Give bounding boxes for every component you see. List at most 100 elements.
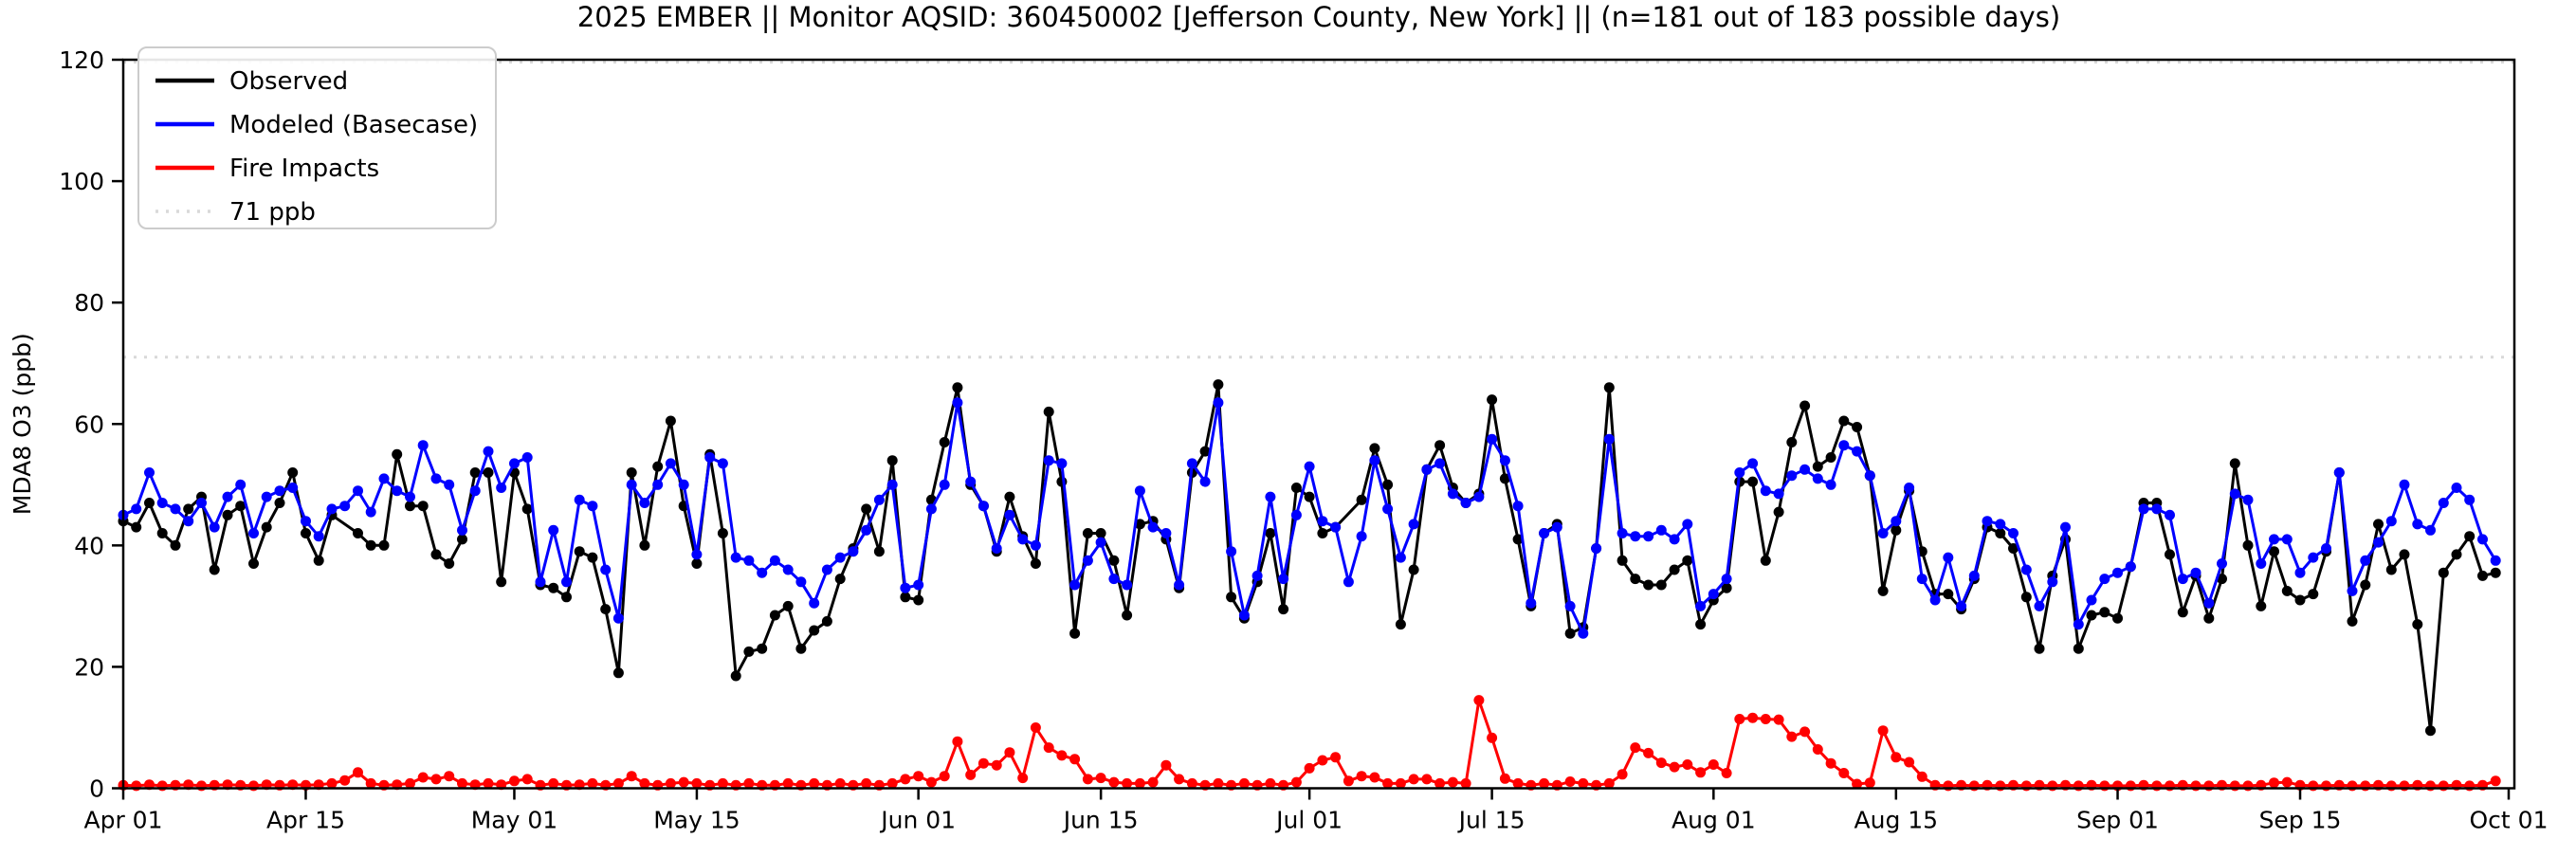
data-point	[301, 516, 311, 527]
data-point	[1487, 394, 1498, 406]
x-tick-label: Jul 15	[1457, 807, 1526, 834]
data-point	[2308, 552, 2319, 563]
data-point	[1082, 774, 1093, 785]
data-point	[509, 458, 520, 469]
data-point	[873, 494, 885, 505]
data-point	[757, 643, 768, 654]
data-point	[209, 564, 220, 575]
data-point	[1369, 455, 1380, 466]
data-point	[2165, 509, 2175, 520]
data-point	[1004, 491, 1015, 502]
x-tick-label: Aug 15	[1854, 807, 1939, 834]
data-point	[1968, 570, 1980, 581]
data-point	[743, 777, 755, 789]
data-point	[1421, 774, 1433, 785]
data-point	[2138, 503, 2149, 515]
data-point	[1655, 757, 1667, 769]
data-point	[1278, 604, 1289, 615]
data-point	[809, 597, 820, 609]
data-point	[2281, 534, 2293, 545]
data-point	[1251, 570, 1263, 581]
data-point	[1487, 433, 1498, 445]
data-point	[1630, 531, 1641, 542]
data-point	[2294, 594, 2306, 606]
data-point	[1877, 725, 1889, 737]
data-point	[861, 777, 872, 789]
data-point	[209, 521, 220, 533]
data-point	[952, 382, 963, 393]
data-point	[600, 604, 612, 615]
x-tick-label: Aug 01	[1672, 807, 1756, 834]
data-point	[417, 772, 429, 783]
data-point	[457, 777, 467, 789]
data-point	[2477, 534, 2488, 545]
data-point	[1904, 757, 1915, 768]
data-point	[782, 600, 794, 611]
data-point	[795, 576, 807, 588]
data-point	[861, 503, 872, 515]
data-point	[717, 528, 728, 538]
data-point	[1199, 476, 1211, 487]
data-point	[353, 767, 363, 778]
legend: Observed Modeled (Basecase) Fire Impacts 71…	[137, 46, 497, 229]
data-point	[1747, 712, 1759, 723]
reference-lines	[123, 61, 2514, 359]
data-point	[952, 397, 963, 409]
data-point	[261, 491, 272, 502]
y-tick-label: 60	[74, 410, 104, 438]
data-point	[612, 612, 624, 624]
data-point	[430, 774, 442, 785]
data-point	[1499, 773, 1510, 784]
data-point	[561, 576, 572, 588]
data-point	[469, 485, 481, 497]
data-point	[1265, 491, 1276, 502]
data-point	[1995, 519, 2006, 530]
data-point	[469, 467, 481, 478]
data-point	[1943, 552, 1954, 563]
data-point	[1734, 467, 1745, 478]
data-point	[913, 579, 924, 591]
data-point	[1343, 576, 1354, 588]
data-point	[248, 558, 259, 569]
x-tick-label: Apr 15	[266, 807, 345, 834]
data-point	[730, 552, 741, 563]
data-point	[2099, 607, 2110, 618]
data-point	[1122, 777, 1133, 789]
x-tick-label: Jul 01	[1274, 807, 1343, 834]
data-point	[1669, 534, 1680, 545]
data-point	[548, 524, 559, 536]
data-point	[222, 509, 233, 520]
data-point	[1199, 446, 1211, 457]
data-point	[131, 521, 142, 533]
data-point	[1721, 582, 1732, 593]
data-point	[1891, 516, 1902, 527]
data-point	[2229, 458, 2240, 469]
data-point	[886, 479, 898, 490]
data-point	[1578, 628, 1589, 639]
data-point	[900, 592, 911, 603]
data-point	[939, 479, 950, 490]
data-point	[1460, 498, 1471, 508]
data-point	[2438, 498, 2449, 508]
data-point	[2177, 574, 2188, 585]
data-point	[2086, 610, 2097, 621]
data-point	[991, 543, 1002, 554]
data-point	[2217, 574, 2227, 585]
data-point	[183, 516, 194, 527]
data-point	[483, 446, 494, 457]
data-point	[1864, 470, 1875, 482]
data-point	[2203, 612, 2215, 624]
data-point	[952, 736, 963, 747]
data-point	[1904, 483, 1915, 493]
data-point	[2425, 524, 2436, 536]
data-point	[1108, 555, 1120, 566]
data-point	[1069, 628, 1081, 639]
data-point	[821, 615, 832, 627]
data-point	[665, 458, 676, 469]
data-point	[1395, 619, 1406, 630]
data-point	[2347, 585, 2358, 596]
data-point	[131, 503, 142, 515]
data-point	[1473, 491, 1485, 502]
data-point	[287, 467, 299, 478]
